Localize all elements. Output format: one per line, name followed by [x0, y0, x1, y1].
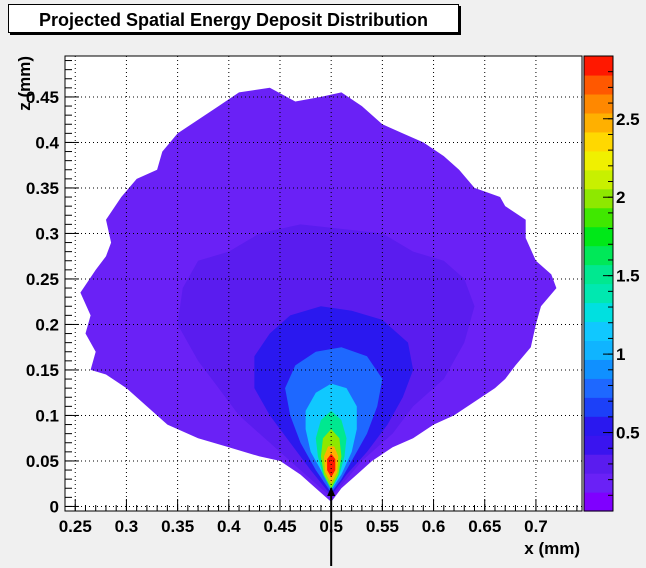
x-tick-label-2: 0.35 [161, 517, 194, 536]
axes: 0.25 0.3 0.35 0.4 0.45 0.5 0.55 0.6 0.65 0.700.05… [26, 55, 583, 566]
color-band-23 [584, 56, 613, 76]
y-tick-label-2: 0.1 [35, 406, 59, 425]
y-tick-label-9: 0.45 [26, 88, 59, 107]
color-tick-label-4: 2.5 [616, 110, 640, 129]
color-band-20 [584, 112, 613, 133]
color-band-19 [584, 131, 613, 152]
chart-title: Projected Spatial Energy Deposit Distrib… [38, 10, 429, 30]
beam-entry-arrow [327, 487, 336, 496]
x-tick-label-6: 0.55 [366, 517, 399, 536]
color-band-12 [584, 264, 613, 285]
color-band-7 [584, 359, 613, 379]
color-band-10 [584, 302, 613, 323]
x-tick-label-0: 0.25 [59, 517, 92, 536]
color-band-21 [584, 93, 613, 114]
color-scale-bar: 0.5 1 1.5 2 2.5 [583, 55, 640, 512]
color-tick-label-1: 1 [616, 345, 625, 364]
x-tick-label-3: 0.4 [217, 517, 241, 536]
color-band-15 [584, 207, 613, 228]
color-band-11 [584, 283, 613, 304]
color-band-18 [584, 150, 613, 171]
color-band-0 [584, 492, 613, 512]
y-tick-label-6: 0.3 [35, 224, 59, 243]
color-band-13 [584, 245, 613, 266]
x-tick-label-4: 0.45 [263, 517, 296, 536]
color-band-9 [584, 321, 613, 341]
color-band-5 [584, 397, 613, 417]
color-band-14 [584, 226, 613, 247]
y-tick-label-4: 0.2 [35, 315, 59, 334]
color-tick-label-3: 2 [616, 188, 625, 207]
color-band-2 [584, 454, 613, 474]
x-tick-label-8: 0.65 [468, 517, 501, 536]
y-tick-label-7: 0.35 [26, 179, 59, 198]
color-band-22 [584, 74, 613, 95]
chart-title-box: Projected Spatial Energy Deposit Distrib… [8, 4, 459, 33]
color-bar-frame [583, 55, 614, 512]
color-band-16 [584, 188, 613, 209]
color-tick-label-2: 1.5 [616, 267, 640, 286]
x-tick-label-7: 0.6 [422, 517, 446, 536]
color-band-17 [584, 169, 613, 190]
y-tick-label-3: 0.15 [26, 361, 59, 380]
x-axis-label: x (mm) [524, 539, 580, 558]
x-tick-label-9: 0.7 [524, 517, 548, 536]
color-band-4 [584, 416, 613, 436]
plot-frame [64, 55, 583, 512]
color-band-8 [584, 340, 613, 360]
x-tick-label-1: 0.3 [115, 517, 139, 536]
contour-level-8 [327, 453, 336, 478]
color-band-3 [584, 435, 613, 455]
contour-layers [80, 87, 557, 502]
color-band-1 [584, 473, 613, 493]
y-tick-label-1: 0.05 [26, 452, 59, 471]
y-tick-label-8: 0.4 [35, 133, 59, 152]
y-axis-label: z (mm) [15, 56, 34, 111]
color-tick-label-0: 0.5 [616, 424, 640, 443]
y-tick-label-0: 0 [50, 497, 59, 516]
color-band-6 [584, 378, 613, 398]
y-tick-label-5: 0.25 [26, 270, 59, 289]
